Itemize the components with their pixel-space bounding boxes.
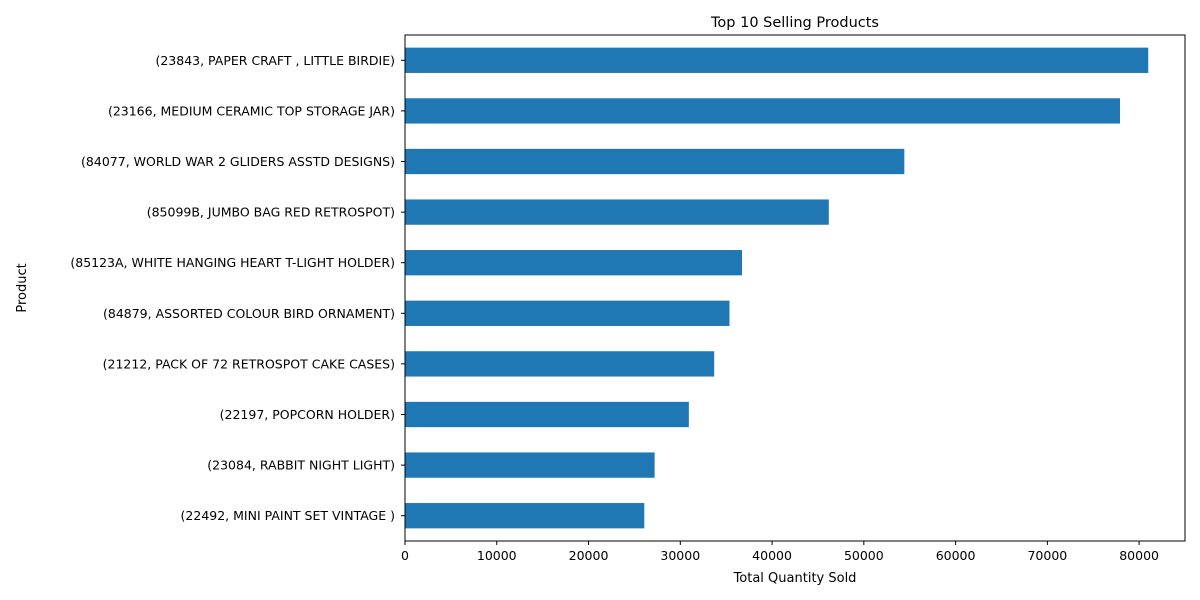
x-tick-label: 50000 — [844, 548, 884, 563]
x-tick-label: 0 — [401, 548, 409, 563]
bar — [405, 250, 743, 276]
x-axis-label: Total Quantity Sold — [733, 571, 857, 586]
bar — [405, 452, 655, 478]
y-tick-label: (23166, MEDIUM CERAMIC TOP STORAGE JAR) — [108, 103, 395, 118]
bar — [405, 47, 1149, 73]
bar — [405, 401, 689, 428]
x-tick-label: 30000 — [660, 548, 700, 563]
y-axis-label: Product — [15, 263, 30, 312]
bar — [405, 351, 715, 377]
x-tick-label: 40000 — [752, 548, 792, 563]
x-tick-label: 60000 — [936, 548, 976, 563]
bar — [405, 503, 645, 529]
bar — [405, 98, 1120, 124]
x-axis-ticks: 0 10000 20000 30000 40000 50000 60000 70000 8000… — [401, 541, 1159, 563]
x-tick-label: 20000 — [569, 548, 609, 563]
x-tick-label: 10000 — [477, 548, 517, 563]
y-tick-label: (85099B, JUMBO BAG RED RETROSPOT) — [147, 205, 395, 220]
chart-title: Top 10 Selling Products — [710, 15, 879, 31]
x-tick-label: 70000 — [1027, 548, 1067, 563]
bars-group — [405, 47, 1149, 529]
y-tick-label: (22197, POPCORN HOLDER) — [220, 407, 395, 422]
plot-frame — [404, 34, 1186, 542]
bar — [405, 300, 730, 326]
y-tick-label: (23843, PAPER CRAFT , LITTLE BIRDIE) — [155, 53, 395, 68]
x-tick-label: 80000 — [1119, 548, 1159, 563]
bar — [405, 199, 829, 225]
y-axis-ticks: (23843, PAPER CRAFT , LITTLE BIRDIE) (231… — [70, 53, 405, 523]
y-tick-label: (84077, WORLD WAR 2 GLIDERS ASSTD DESIGN… — [81, 154, 395, 169]
bar — [405, 148, 905, 175]
y-tick-label: (23084, RABBIT NIGHT LIGHT) — [207, 458, 395, 473]
y-tick-label: (85123A, WHITE HANGING HEART T-LIGHT HOL… — [70, 255, 395, 270]
y-tick-label: (84879, ASSORTED COLOUR BIRD ORNAMENT) — [103, 306, 395, 321]
y-tick-label: (22492, MINI PAINT SET VINTAGE ) — [181, 508, 395, 523]
y-tick-label: (21212, PACK OF 72 RETROSPOT CAKE CASES) — [103, 356, 395, 371]
